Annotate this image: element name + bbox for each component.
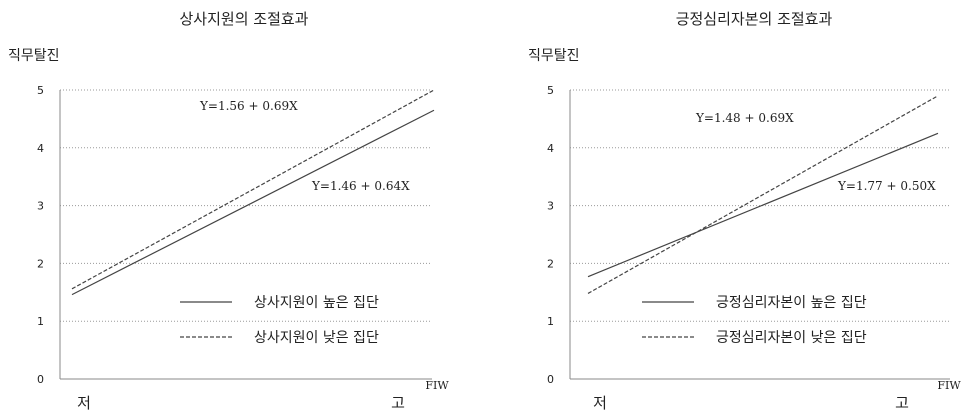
legend-label: 상사지원이 높은 집단: [254, 295, 379, 311]
series-line-high: [587, 132, 939, 278]
x-tick-label: 저: [593, 394, 607, 412]
y-tick-label: 5: [37, 84, 44, 97]
x-axis-label: FIW: [937, 379, 961, 392]
x-tick-label: 고: [391, 394, 405, 412]
y-tick-label: 3: [547, 200, 554, 213]
y-tick-label: 2: [547, 257, 554, 270]
y-tick-label: 1: [547, 315, 554, 328]
equation-label: Y=1.48 + 0.69X: [695, 111, 794, 125]
series-line-low: [71, 89, 435, 290]
series-line-low: [587, 95, 939, 294]
y-tick-label: 4: [37, 142, 44, 155]
chart-title: 상사지원의 조절효과: [180, 10, 309, 28]
equation-label: Y=1.77 + 0.50X: [837, 179, 936, 193]
y-tick-label: 3: [37, 200, 44, 213]
equation-label: Y=1.46 + 0.64X: [311, 179, 410, 193]
y-tick-label: 1: [37, 315, 44, 328]
y-tick-label: 0: [37, 373, 44, 386]
legend-label: 상사지원이 낮은 집단: [254, 330, 379, 346]
x-tick-label: 저: [77, 394, 91, 412]
y-tick-label: 5: [547, 84, 554, 97]
y-tick-label: 4: [547, 142, 554, 155]
legend-label: 긍정심리자본이 높은 집단: [716, 295, 867, 311]
legend-label: 긍정심리자본이 낮은 집단: [716, 330, 867, 346]
chart-title: 긍정심리자본의 조절효과: [676, 10, 833, 28]
y-tick-label: 0: [547, 373, 554, 386]
x-axis-label: FIW: [425, 379, 449, 392]
y-tick-label: 2: [37, 257, 44, 270]
x-tick-label: 고: [895, 394, 909, 412]
equation-label: Y=1.56 + 0.69X: [199, 99, 298, 113]
y-axis-label: 직무탈진: [528, 48, 580, 64]
series-line-high: [71, 109, 435, 296]
y-axis-label: 직무탈진: [8, 48, 60, 64]
